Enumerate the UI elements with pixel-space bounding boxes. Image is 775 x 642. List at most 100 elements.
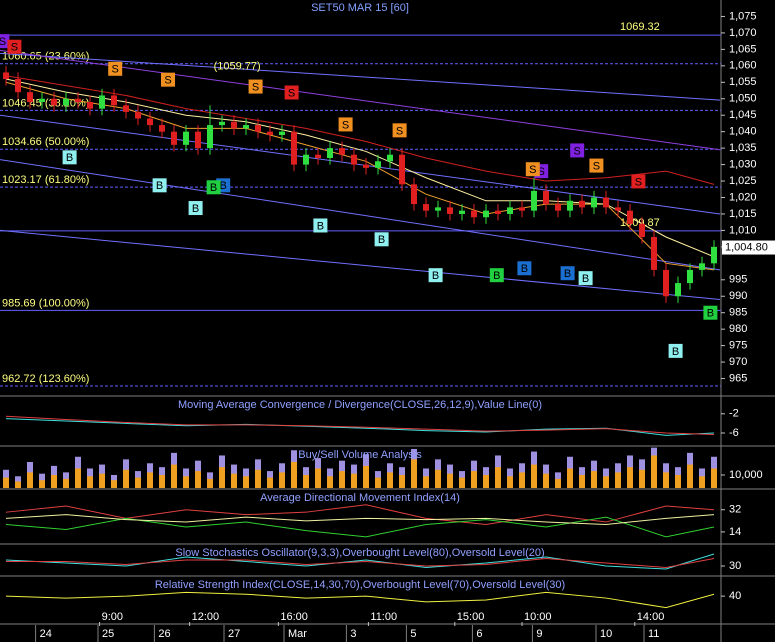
signal-label: B (66, 152, 73, 164)
signal-label: B (210, 182, 217, 194)
candle-body (507, 207, 513, 214)
y-tick-label: 1,045 (729, 109, 757, 121)
signal-label: B (220, 180, 227, 192)
candle-body (387, 154, 393, 162)
y-tick-label: 1,065 (729, 43, 757, 55)
x-tick-label: 11:00 (370, 611, 397, 623)
volume-bar (147, 472, 153, 488)
signal-label: S (538, 166, 545, 178)
y-tick-label: 1,060 (729, 60, 757, 72)
signal-marker (152, 178, 167, 193)
candle-body (111, 95, 117, 106)
candle-body (135, 111, 141, 119)
volume-bar (711, 468, 717, 488)
candle-body (27, 92, 33, 103)
volume-bar (159, 474, 165, 488)
signal-marker (668, 343, 683, 358)
signal-marker (517, 261, 532, 276)
candle-body (627, 210, 633, 224)
signal-marker (338, 117, 353, 132)
candle-body (363, 164, 369, 168)
volume-bar (327, 476, 333, 488)
y-tick-label: 970 (729, 356, 747, 368)
candle-body (159, 125, 165, 132)
signal-marker (284, 85, 299, 100)
y-tick-label: 1,035 (729, 142, 757, 154)
volume-bar (183, 476, 189, 488)
candle-body (183, 131, 189, 145)
signal-marker (578, 271, 593, 286)
volume-bar (567, 468, 573, 488)
signal-label: S (112, 64, 119, 76)
moving-average (5, 75, 715, 185)
volume-bar (75, 468, 81, 488)
volume-bar (579, 474, 585, 488)
signal-marker (248, 79, 263, 94)
signal-label: S (593, 160, 600, 172)
x-tick-label: 12:00 (192, 611, 220, 623)
candle-body (447, 207, 453, 214)
volume-bar (471, 471, 477, 488)
x-tick-label: 16:00 (280, 611, 308, 623)
signal-label: S (574, 145, 581, 157)
signal-label: S (396, 125, 403, 137)
x-tick-label: 24 (40, 628, 52, 640)
signal-marker (374, 232, 389, 247)
candle-body (567, 200, 573, 211)
trend-line (0, 229, 721, 301)
volume-bar (651, 455, 657, 488)
volume-bar (279, 472, 285, 488)
candle-body (327, 148, 333, 158)
signal-marker (206, 180, 221, 195)
volume-bar (411, 459, 417, 488)
y-tick-label: 980 (729, 323, 747, 335)
candle-body (351, 154, 357, 165)
indicator-line (5, 591, 715, 609)
signal-marker (570, 143, 585, 158)
candle-body (603, 197, 609, 208)
candle-body (3, 72, 9, 79)
y-tick-label: 1,070 (729, 27, 757, 39)
candle-body (651, 237, 657, 270)
x-tick-label: 26 (158, 628, 170, 640)
candle-body (75, 98, 81, 103)
candle-body (147, 118, 153, 126)
candle-body (399, 154, 405, 185)
candle-body (171, 131, 177, 145)
signal-label: S (11, 42, 18, 54)
indicator-line (5, 553, 715, 570)
candle-body (423, 204, 429, 211)
candle-body (495, 210, 501, 214)
signal-label: B (582, 273, 589, 285)
signal-label: B (672, 346, 679, 358)
signal-marker (7, 39, 22, 54)
candle-body (99, 95, 105, 109)
volume-bar (99, 473, 105, 488)
volume-bar (483, 474, 489, 488)
y-tick-label: 1,075 (729, 10, 757, 22)
signal-label: S (529, 164, 536, 176)
candle-body (543, 190, 549, 205)
signal-label: B (493, 270, 500, 282)
volume-bar (255, 469, 261, 488)
x-tick-label: 9:00 (102, 611, 123, 623)
y-tick-label: -2 (729, 408, 739, 420)
volume-bar (399, 474, 405, 488)
indicator-line (5, 516, 715, 538)
panel-title: Buy/Sell Volume Analysis (298, 449, 422, 461)
volume-bar (123, 469, 129, 488)
y-tick-label: 32 (729, 504, 741, 516)
candle-body (663, 269, 669, 297)
last-price-box (722, 240, 775, 255)
fib-label: 1023.17 (61.80%) (2, 174, 89, 186)
candle-body (231, 121, 237, 129)
volume-bar (387, 472, 393, 488)
signal-marker (108, 61, 123, 76)
x-tick-label: 5 (410, 628, 416, 640)
volume-bar (267, 477, 273, 488)
candle-body (471, 210, 477, 218)
candle-body (267, 131, 273, 135)
candle-body (279, 131, 285, 135)
